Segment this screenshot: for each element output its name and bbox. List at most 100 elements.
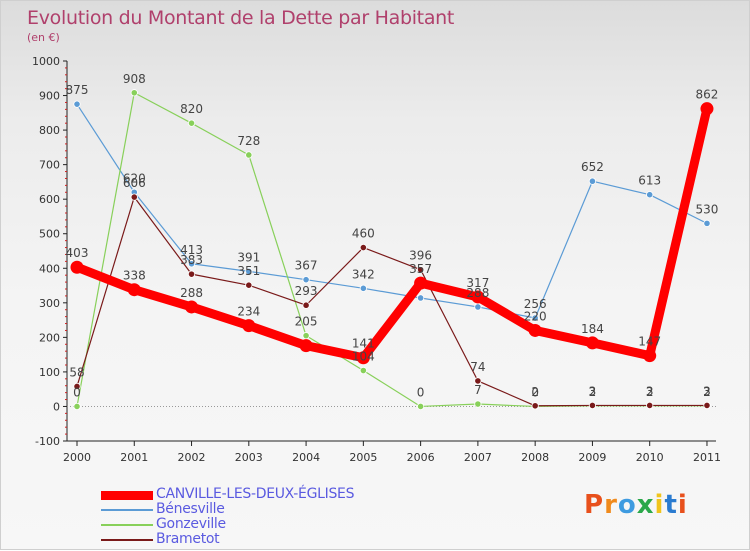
axes: -100010020030040050060070080090010002000… — [32, 55, 721, 464]
y-tick-label: 0 — [53, 400, 60, 413]
data-label: 234 — [237, 305, 260, 319]
series-layer — [70, 89, 714, 411]
data-label: 875 — [66, 83, 89, 97]
data-labels: 875 620 413 391 367 342 288 256 652 613 530 0 908 820… — [66, 72, 719, 400]
data-label: 620 — [123, 171, 146, 185]
x-tick-label: 2011 — [693, 451, 721, 464]
series-line-3 — [76, 196, 708, 407]
data-label: 288 — [466, 286, 489, 300]
data-label: 205 — [295, 315, 318, 329]
legend-swatch — [101, 539, 153, 541]
data-point — [73, 402, 81, 411]
x-tick-label: 2010 — [636, 451, 664, 464]
data-label: 351 — [237, 264, 260, 278]
y-tick-label: 500 — [39, 228, 60, 241]
data-point — [302, 276, 310, 284]
data-point — [245, 281, 253, 289]
data-point — [531, 402, 539, 410]
data-point — [302, 332, 310, 340]
logo-letter: r — [604, 490, 618, 520]
logo-letter: x — [636, 490, 655, 520]
data-label: 357 — [409, 262, 432, 276]
data-label: 317 — [466, 276, 489, 290]
legend-swatch — [101, 491, 153, 500]
data-point — [471, 290, 485, 304]
data-point — [70, 260, 84, 274]
data-label: 383 — [180, 253, 203, 267]
x-tick-label: 2009 — [578, 451, 606, 464]
data-point — [187, 260, 196, 268]
data-point — [474, 400, 482, 408]
data-point — [414, 276, 428, 290]
chart-subtitle: (en €) — [27, 31, 60, 44]
data-label: 2 — [589, 385, 597, 399]
data-point — [245, 151, 253, 159]
data-point — [302, 301, 310, 309]
data-label: 74 — [470, 360, 485, 374]
data-label: 613 — [638, 174, 661, 188]
data-point — [73, 382, 81, 391]
y-tick-label: 200 — [39, 331, 60, 344]
data-point — [299, 339, 313, 353]
data-label: 908 — [123, 72, 146, 86]
data-point — [417, 266, 425, 274]
data-label: 606 — [123, 176, 146, 190]
data-label: 184 — [581, 322, 604, 336]
data-label: 396 — [409, 249, 432, 263]
data-point — [73, 100, 81, 108]
x-tick-label: 2007 — [464, 451, 492, 464]
legend-swatch — [101, 524, 153, 526]
data-label: 7 — [474, 383, 482, 397]
data-label: 0 — [417, 385, 425, 399]
data-label: 391 — [237, 250, 260, 264]
data-point — [187, 119, 196, 127]
data-point — [643, 349, 657, 363]
data-label: 3 — [646, 384, 654, 398]
data-label: 3 — [589, 384, 597, 398]
data-point — [588, 401, 597, 410]
x-tick-label: 2005 — [349, 451, 377, 464]
y-tick-label: 1000 — [32, 55, 60, 68]
x-tick-label: 2006 — [407, 451, 435, 464]
x-tick-label: 2002 — [178, 451, 206, 464]
data-label: 338 — [123, 269, 146, 283]
data-point — [417, 294, 425, 302]
data-label: 141 — [352, 337, 375, 351]
data-label: 342 — [352, 267, 375, 281]
legend-label: Gonzeville — [156, 516, 226, 532]
data-label: 403 — [66, 246, 89, 260]
data-point — [130, 89, 138, 97]
data-label: 413 — [180, 243, 203, 257]
data-point — [531, 314, 539, 322]
data-label: 104 — [352, 350, 375, 364]
data-point — [528, 323, 542, 337]
data-label: 862 — [696, 88, 719, 102]
data-label: 3 — [703, 384, 711, 398]
data-point — [359, 243, 367, 252]
data-label: 460 — [352, 227, 375, 241]
x-tick-label: 2000 — [63, 451, 91, 464]
series-line-1 — [76, 103, 708, 319]
y-tick-label: 600 — [39, 193, 60, 206]
data-label: 0 — [73, 385, 81, 399]
x-tick-label: 2003 — [235, 451, 263, 464]
x-tick-label: 2004 — [292, 451, 320, 464]
data-point — [187, 270, 196, 278]
data-point — [646, 401, 654, 410]
series-line-2 — [76, 92, 708, 408]
legend-label: Brametot — [156, 531, 220, 547]
data-label: 2 — [646, 385, 654, 399]
data-point — [185, 300, 199, 314]
logo-letter: P — [584, 490, 605, 520]
data-point — [474, 303, 482, 311]
data-point — [359, 366, 367, 375]
series-line-0 — [72, 104, 712, 363]
logo-letter: i — [677, 490, 688, 520]
y-tick-label: 900 — [39, 90, 60, 103]
data-point — [588, 177, 597, 185]
data-label: 728 — [237, 134, 260, 148]
data-point — [242, 319, 256, 333]
x-tick-label: 2001 — [120, 451, 148, 464]
data-point — [359, 284, 367, 292]
